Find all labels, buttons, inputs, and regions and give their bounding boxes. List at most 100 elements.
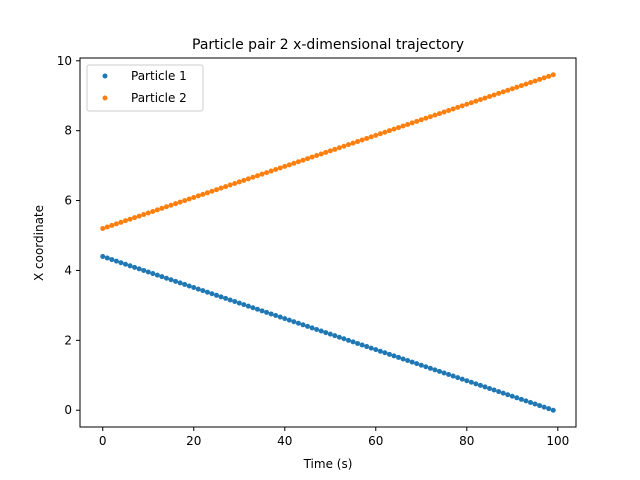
- point-particle-2: [141, 212, 147, 218]
- point-particle-2: [386, 128, 392, 134]
- point-particle-1: [214, 292, 220, 298]
- point-particle-1: [250, 305, 256, 311]
- point-particle-1: [541, 404, 547, 410]
- point-particle-2: [446, 107, 452, 113]
- point-particle-2: [309, 154, 315, 160]
- x-axis-label: Time (s): [303, 457, 353, 471]
- point-particle-1: [191, 285, 197, 291]
- point-particle-2: [177, 199, 183, 205]
- point-particle-1: [163, 275, 169, 281]
- point-particle-1: [100, 253, 106, 259]
- point-particle-2: [423, 115, 429, 121]
- point-particle-2: [332, 146, 338, 152]
- point-particle-1: [532, 401, 538, 407]
- point-particle-1: [450, 373, 456, 379]
- point-particle-2: [537, 76, 543, 82]
- point-particle-1: [132, 264, 138, 270]
- point-particle-2: [104, 224, 110, 230]
- point-particle-2: [459, 103, 465, 109]
- point-particle-2: [468, 100, 474, 106]
- point-particle-2: [150, 208, 156, 214]
- plot-frame: [79, 57, 577, 428]
- point-particle-2: [477, 97, 483, 103]
- point-particle-1: [546, 406, 552, 412]
- legend-marker-particle-2: [102, 95, 108, 101]
- point-particle-2: [350, 140, 356, 146]
- point-particle-2: [491, 92, 497, 98]
- point-particle-1: [141, 267, 147, 273]
- point-particle-2: [123, 218, 128, 224]
- point-particle-1: [159, 274, 165, 280]
- point-particle-1: [264, 309, 270, 315]
- point-particle-2: [345, 142, 351, 148]
- point-particle-1: [232, 299, 238, 305]
- point-particle-2: [291, 160, 297, 166]
- point-particle-2: [264, 170, 270, 176]
- point-particle-1: [177, 280, 183, 286]
- point-particle-1: [418, 362, 424, 368]
- point-particle-2: [236, 179, 242, 185]
- y-tick-label: 0: [64, 403, 72, 417]
- point-particle-1: [364, 344, 370, 350]
- point-particle-2: [400, 123, 406, 129]
- point-particle-1: [332, 333, 338, 339]
- point-particle-2: [186, 196, 192, 202]
- point-particle-2: [391, 126, 397, 132]
- point-particle-1: [218, 294, 224, 300]
- point-particle-1: [182, 281, 188, 287]
- point-particle-1: [518, 396, 524, 402]
- x-tick-label: 0: [99, 434, 107, 448]
- x-tick-label: 80: [459, 434, 474, 448]
- point-particle-2: [154, 207, 160, 213]
- point-particle-1: [204, 289, 210, 295]
- point-particle-2: [132, 215, 138, 221]
- point-particle-2: [355, 139, 361, 145]
- point-particle-2: [382, 129, 388, 135]
- point-particle-2: [259, 171, 265, 177]
- point-particle-1: [273, 312, 279, 318]
- point-particle-1: [482, 384, 488, 390]
- point-particle-2: [327, 148, 333, 154]
- point-particle-2: [359, 137, 365, 143]
- point-particle-1: [327, 331, 333, 337]
- x-tick-label: 40: [277, 434, 292, 448]
- point-particle-1: [477, 382, 483, 388]
- point-particle-2: [204, 190, 210, 196]
- point-particle-2: [268, 168, 274, 174]
- point-particle-2: [427, 114, 433, 120]
- point-particle-1: [396, 354, 402, 360]
- point-particle-1: [150, 271, 156, 277]
- point-particle-1: [195, 286, 201, 292]
- point-particle-1: [127, 263, 133, 269]
- y-tick-label: 4: [64, 263, 72, 277]
- point-particle-1: [173, 278, 179, 284]
- point-particle-1: [118, 260, 124, 266]
- point-particle-1: [355, 340, 361, 346]
- point-particle-1: [109, 257, 115, 263]
- point-particle-2: [496, 90, 502, 96]
- point-particle-1: [241, 302, 247, 308]
- point-particle-2: [482, 95, 488, 101]
- point-particle-2: [109, 222, 115, 228]
- point-particle-2: [323, 149, 329, 155]
- point-particle-1: [123, 261, 128, 267]
- chart-title: Particle pair 2 x-dimensional trajectory: [192, 37, 464, 53]
- point-particle-1: [245, 303, 251, 309]
- point-particle-1: [145, 269, 151, 275]
- point-particle-2: [113, 221, 119, 227]
- y-tick-label: 10: [57, 54, 72, 68]
- point-particle-1: [487, 385, 493, 391]
- point-particle-1: [514, 395, 520, 401]
- point-particle-2: [191, 194, 197, 200]
- x-axis-ticks: 0 20 40 60 80 100: [99, 427, 569, 448]
- point-particle-1: [509, 393, 515, 399]
- point-particle-1: [359, 342, 365, 348]
- point-particle-1: [373, 347, 379, 353]
- point-particle-2: [405, 121, 411, 127]
- point-particle-1: [464, 378, 470, 384]
- point-particle-2: [118, 219, 124, 225]
- x-tick-label: 60: [368, 434, 383, 448]
- point-particle-2: [336, 145, 342, 151]
- point-particle-2: [523, 81, 529, 87]
- point-particle-2: [195, 193, 201, 199]
